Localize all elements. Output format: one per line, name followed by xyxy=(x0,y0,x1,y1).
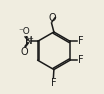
Text: ⁻O: ⁻O xyxy=(18,27,30,36)
Text: +: + xyxy=(28,36,33,42)
Text: O: O xyxy=(48,13,56,23)
Text: N: N xyxy=(25,36,33,46)
Text: O: O xyxy=(20,47,28,57)
Text: F: F xyxy=(78,55,83,65)
Text: F: F xyxy=(78,36,83,46)
Text: F: F xyxy=(51,78,56,88)
